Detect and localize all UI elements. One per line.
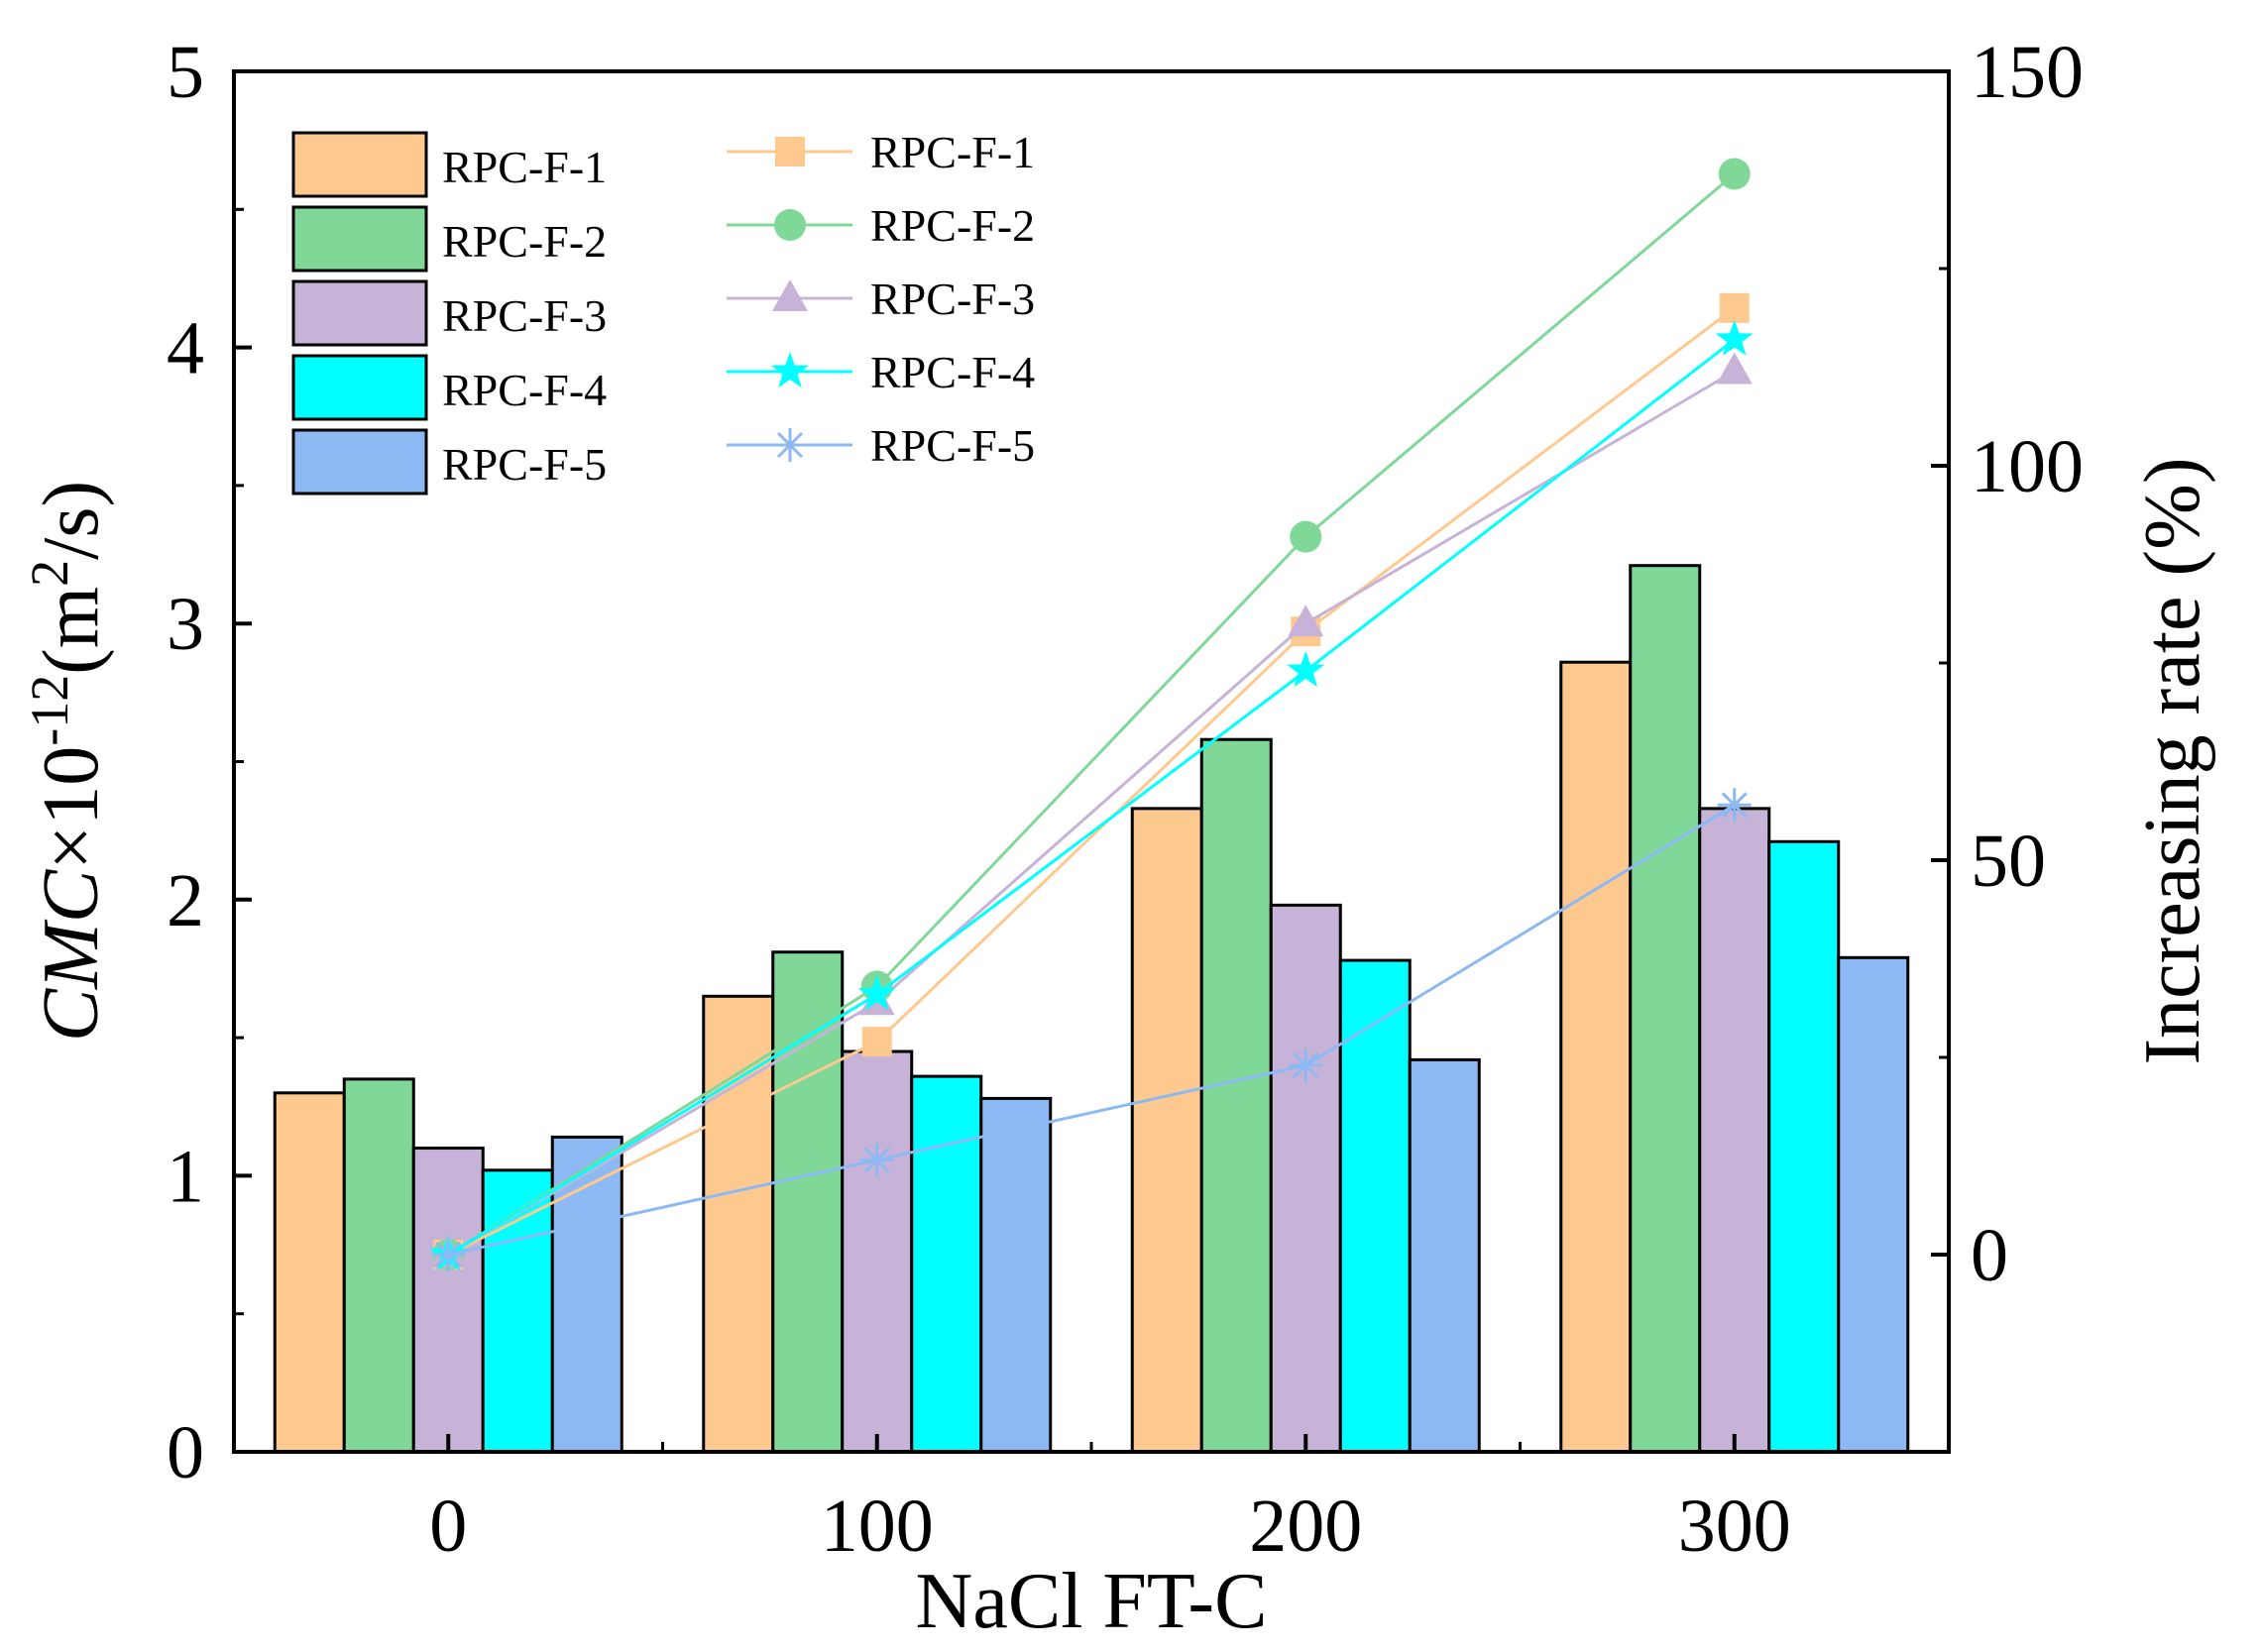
bar-rpc-f-2-200	[1199, 737, 1273, 1454]
bar-rpc-f-5-100	[979, 1096, 1053, 1454]
y-axis-title: CMC×10-12(m2/s)	[20, 481, 115, 1042]
y2-axis-title: Increasing rate (%)	[2129, 458, 2216, 1065]
point-rpc-f-5-0	[431, 1238, 466, 1271]
legend-marker-rpc-f-3	[772, 279, 808, 311]
legend-label-rpc-f-2: RPC-F-2	[442, 216, 607, 267]
line-rpc-f-4	[447, 338, 1736, 1257]
y-tick-label: 2	[167, 859, 204, 942]
point-rpc-f-2-300	[1718, 158, 1751, 190]
y2-tick-label: 0	[1971, 1214, 2008, 1297]
legend-marker-rpc-f-2	[774, 209, 806, 241]
bar-rpc-f-2-300	[1629, 564, 1702, 1454]
y-tick-label: 5	[167, 31, 204, 114]
x-tick-label: 0	[429, 1485, 467, 1568]
bar-rpc-f-4-0	[481, 1168, 554, 1454]
legend-line-label-rpc-f-1: RPC-F-1	[870, 127, 1035, 177]
bar-rpc-f-2-0	[342, 1077, 415, 1454]
bar-rpc-f-3-300	[1698, 807, 1771, 1454]
y-tick-label: 3	[167, 583, 204, 666]
point-rpc-f-5-300	[1717, 788, 1752, 823]
point-rpc-f-1-100	[861, 1027, 892, 1057]
x-tick-label: 100	[821, 1485, 934, 1568]
legend-label-rpc-f-5: RPC-F-5	[442, 439, 607, 490]
legend-label-rpc-f-3: RPC-F-3	[442, 290, 607, 341]
bar-legend: RPC-F-1 RPC-F-2 RPC-F-3 RPC-F-4 RPC-F-5	[291, 131, 607, 496]
legend-marker-rpc-f-4	[771, 352, 809, 388]
y2-tick-label: 100	[1971, 425, 2084, 508]
legend-line-label-rpc-f-4: RPC-F-4	[870, 347, 1035, 397]
bar-rpc-f-4-100	[910, 1074, 983, 1454]
bar-rpc-f-1-0	[273, 1091, 346, 1454]
bar-rpc-f-4-300	[1767, 839, 1841, 1454]
legend-line-label-rpc-f-2: RPC-F-2	[870, 200, 1035, 251]
bar-rpc-f-2-100	[771, 950, 845, 1454]
x-tick-label: 200	[1249, 1485, 1362, 1568]
y2-tick-label: 150	[1971, 31, 2084, 114]
legend-label-rpc-f-4: RPC-F-4	[442, 365, 607, 415]
legend-marker-rpc-f-1	[775, 137, 805, 166]
point-rpc-f-1-300	[1719, 292, 1750, 323]
legend-swatch-rpc-f-4	[291, 354, 428, 421]
legend-swatch-rpc-f-2	[291, 205, 428, 273]
line-rpc-f-1	[447, 306, 1736, 1257]
bar-rpc-f-3-200	[1269, 903, 1342, 1454]
bar-rpc-f-5-300	[1837, 955, 1910, 1454]
line-legend: RPC-F-1 RPC-F-2 RPC-F-3 RPC-F-4 RPC-F-5	[727, 127, 1035, 471]
bars-group	[273, 564, 1910, 1454]
legend-label-rpc-f-1: RPC-F-1	[442, 142, 607, 192]
legend-swatch-rpc-f-1	[291, 131, 428, 198]
line-rpc-f-2	[447, 172, 1736, 1257]
point-rpc-f-2-200	[1290, 520, 1322, 553]
x-tick-label: 300	[1678, 1485, 1791, 1568]
y-tick-label: 1	[167, 1135, 204, 1218]
point-rpc-f-5-100	[859, 1143, 894, 1177]
line-rpc-f-3	[447, 370, 1736, 1257]
point-rpc-f-4-300	[1715, 319, 1754, 356]
bar-rpc-f-1-300	[1559, 660, 1633, 1454]
bar-rpc-f-4-200	[1338, 958, 1412, 1454]
bar-rpc-f-1-200	[1130, 807, 1203, 1454]
point-rpc-f-4-200	[1287, 651, 1325, 688]
y-tick-label: 4	[167, 307, 204, 390]
y-tick-label: 0	[167, 1411, 204, 1494]
point-rpc-f-4-100	[857, 974, 896, 1011]
bar-rpc-f-3-0	[411, 1147, 485, 1454]
point-rpc-f-3-300	[1716, 352, 1753, 385]
legend-line-label-rpc-f-5: RPC-F-5	[870, 420, 1035, 471]
point-rpc-f-5-200	[1289, 1047, 1323, 1082]
legend-marker-rpc-f-5	[773, 428, 807, 462]
legend-line-label-rpc-f-3: RPC-F-3	[870, 274, 1035, 324]
point-rpc-f-3-200	[1288, 605, 1324, 637]
y2-tick-label: 50	[1971, 820, 2046, 903]
lines-group	[429, 158, 1754, 1271]
x-axis-title: NaCl FT-C	[916, 1558, 1268, 1645]
legend-swatch-rpc-f-3	[291, 279, 428, 347]
bar-rpc-f-5-200	[1408, 1057, 1481, 1454]
bar-rpc-f-3-100	[841, 1049, 914, 1454]
line-rpc-f-5	[447, 804, 1736, 1257]
legend-swatch-rpc-f-5	[291, 428, 428, 496]
